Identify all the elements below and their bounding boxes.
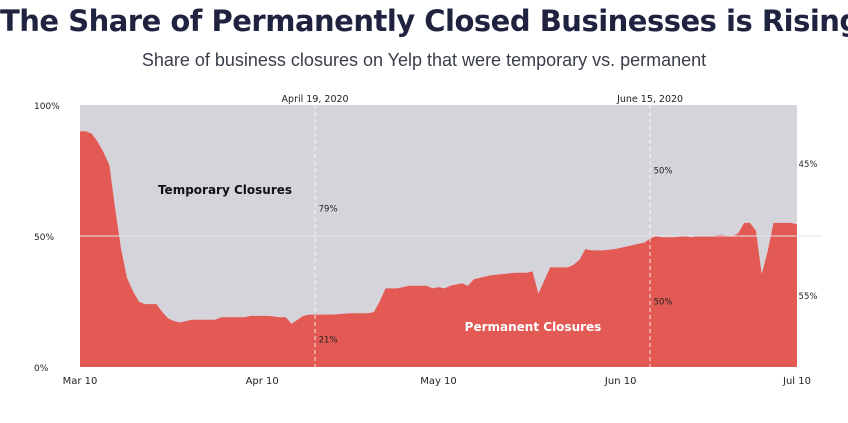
permanent-closures-area <box>80 131 797 367</box>
annotation-date-label: April 19, 2020 <box>282 94 349 105</box>
y-tick-label: 100% <box>34 102 60 112</box>
annotation-temporary-value: 79% <box>319 204 338 214</box>
x-tick-label: Jun 10 <box>604 376 637 387</box>
annotation-permanent-value: 50% <box>654 298 673 308</box>
plot-area <box>80 105 822 367</box>
permanent-closures-label: Permanent Closures <box>465 320 602 334</box>
annotation-lines <box>314 105 651 367</box>
x-tick-label: Mar 10 <box>63 376 98 387</box>
x-tick-label: Apr 10 <box>246 376 279 387</box>
end-temporary-value: 45% <box>799 160 818 170</box>
x-tick-label: Jul 10 <box>782 376 811 387</box>
annotation-date-label: June 15, 2020 <box>616 94 683 105</box>
y-tick-label: 0% <box>34 364 49 374</box>
x-tick-label: May 10 <box>420 376 457 387</box>
end-permanent-value: 55% <box>799 292 818 302</box>
temporary-closures-label: Temporary Closures <box>158 183 292 197</box>
chart-subtitle: Share of business closures on Yelp that … <box>141 50 707 70</box>
annotation-temporary-value: 50% <box>654 167 673 177</box>
annotation-permanent-value: 21% <box>319 335 338 345</box>
chart-title: The Share of Permanently Closed Business… <box>0 4 848 38</box>
chart-labels: 0% 50% 100% Mar 10 Apr 10 May 10 Jun 10 Jul 10 A… <box>34 94 817 387</box>
y-tick-label: 50% <box>34 233 54 243</box>
